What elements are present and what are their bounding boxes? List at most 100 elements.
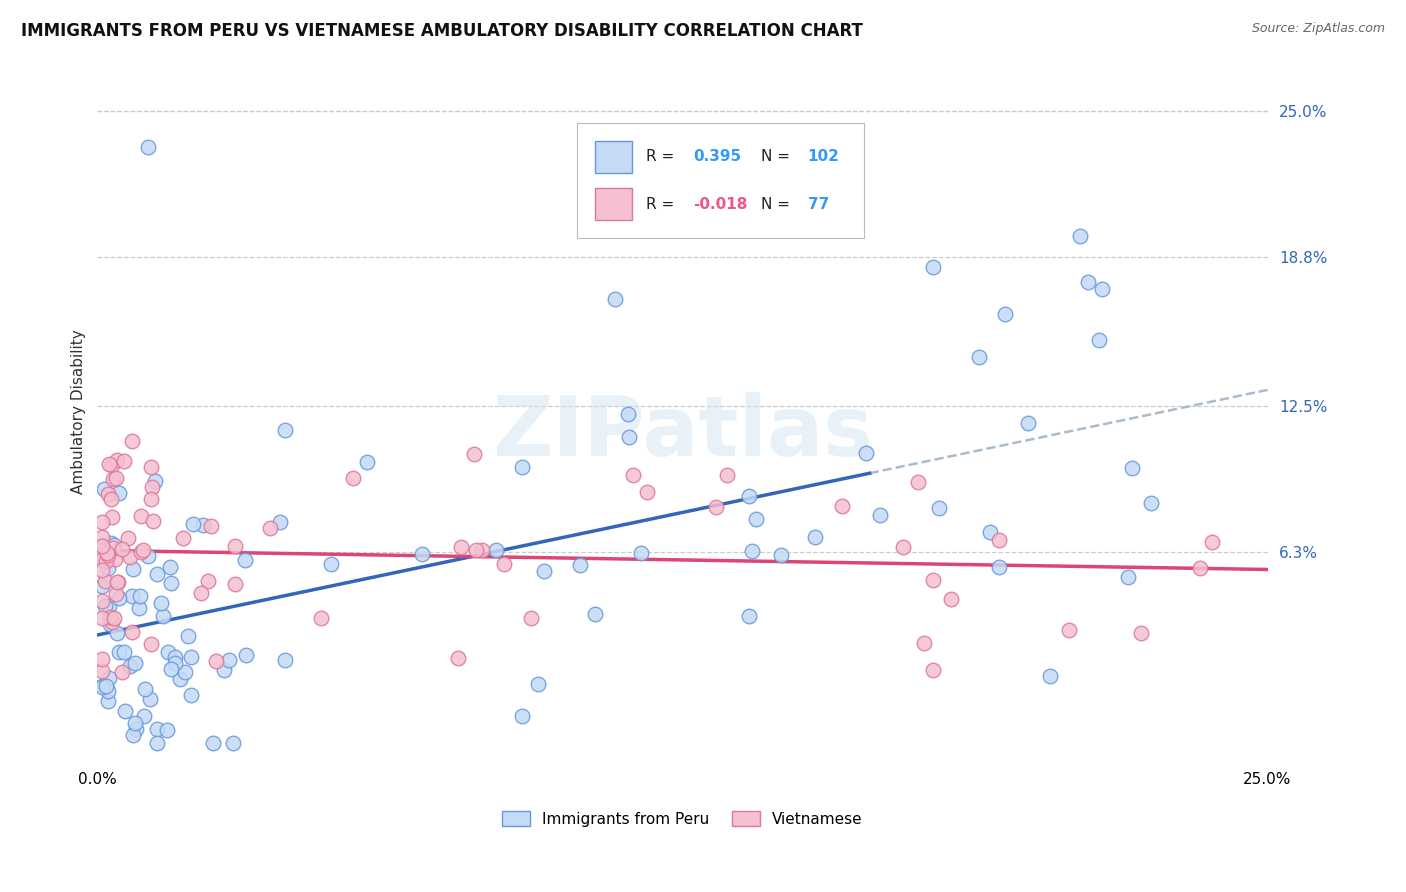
Point bbox=[94, 553, 117, 567]
Point bbox=[180, 650, 202, 665]
Point bbox=[738, 608, 761, 623]
Point bbox=[922, 260, 945, 274]
Point bbox=[988, 560, 1011, 574]
Point bbox=[146, 722, 169, 736]
Point bbox=[1121, 460, 1143, 475]
Point bbox=[91, 679, 114, 693]
Point bbox=[91, 681, 114, 695]
Point bbox=[100, 491, 122, 506]
Point bbox=[91, 539, 114, 553]
Legend: Immigrants from Peru, Vietnamese: Immigrants from Peru, Vietnamese bbox=[496, 805, 869, 833]
Point bbox=[124, 657, 146, 671]
Point bbox=[169, 672, 191, 686]
Point bbox=[103, 611, 125, 625]
Text: R =: R = bbox=[647, 197, 679, 211]
Point bbox=[121, 562, 143, 576]
Text: N =: N = bbox=[761, 149, 794, 164]
Point bbox=[91, 594, 114, 608]
Point bbox=[139, 460, 162, 475]
Point bbox=[93, 482, 115, 496]
Point bbox=[200, 519, 222, 533]
Point bbox=[568, 558, 591, 573]
Point bbox=[704, 500, 727, 514]
Point bbox=[769, 548, 792, 562]
Point bbox=[91, 530, 114, 544]
Point bbox=[190, 586, 212, 600]
Point bbox=[465, 542, 488, 557]
Point bbox=[321, 557, 343, 571]
Point bbox=[446, 651, 468, 665]
Point bbox=[533, 565, 555, 579]
Point bbox=[994, 307, 1017, 321]
Point bbox=[201, 736, 224, 750]
Point bbox=[101, 509, 124, 524]
Point bbox=[510, 459, 533, 474]
Point bbox=[107, 574, 129, 589]
Point bbox=[492, 557, 515, 571]
Point bbox=[141, 480, 163, 494]
Point bbox=[163, 650, 186, 665]
Point bbox=[224, 540, 246, 554]
Point bbox=[1057, 624, 1080, 638]
Point bbox=[583, 607, 606, 621]
Point bbox=[136, 139, 159, 153]
Point bbox=[342, 471, 364, 485]
Point bbox=[831, 500, 853, 514]
Point bbox=[114, 704, 136, 718]
Point bbox=[891, 540, 914, 554]
Point bbox=[97, 694, 120, 708]
Point bbox=[114, 453, 136, 467]
Text: IMMIGRANTS FROM PERU VS VIETNAMESE AMBULATORY DISABILITY CORRELATION CHART: IMMIGRANTS FROM PERU VS VIETNAMESE AMBUL… bbox=[21, 22, 863, 40]
Point bbox=[121, 728, 143, 742]
Point bbox=[101, 541, 124, 555]
Point bbox=[450, 541, 472, 555]
Point bbox=[96, 546, 118, 560]
Point bbox=[91, 579, 114, 593]
Point bbox=[855, 446, 877, 460]
Point bbox=[979, 524, 1001, 539]
Point bbox=[222, 736, 245, 750]
Text: 102: 102 bbox=[807, 149, 839, 164]
Point bbox=[1189, 560, 1212, 574]
Point bbox=[91, 652, 114, 666]
Point bbox=[411, 547, 433, 561]
Point bbox=[356, 455, 378, 469]
Point bbox=[108, 486, 131, 500]
Point bbox=[129, 589, 152, 603]
FancyBboxPatch shape bbox=[595, 141, 633, 173]
Point bbox=[128, 600, 150, 615]
Point bbox=[91, 665, 114, 679]
Point bbox=[197, 574, 219, 588]
Point bbox=[132, 542, 155, 557]
Point bbox=[98, 616, 121, 631]
Point bbox=[91, 563, 114, 577]
Point bbox=[107, 591, 129, 606]
Point bbox=[928, 501, 950, 516]
Point bbox=[143, 475, 166, 489]
Point bbox=[103, 538, 125, 552]
Point bbox=[129, 545, 152, 559]
Point bbox=[107, 645, 129, 659]
Point bbox=[121, 624, 143, 639]
Point bbox=[163, 656, 186, 670]
Point bbox=[101, 615, 124, 629]
Point bbox=[105, 574, 128, 589]
Point bbox=[616, 408, 638, 422]
Point bbox=[172, 531, 194, 545]
Point bbox=[921, 573, 943, 587]
Point bbox=[311, 610, 333, 624]
Point bbox=[636, 484, 658, 499]
Point bbox=[93, 574, 115, 589]
Point bbox=[101, 472, 124, 486]
Point bbox=[139, 492, 162, 507]
Point bbox=[912, 636, 935, 650]
Point bbox=[125, 722, 148, 736]
Point bbox=[1091, 282, 1114, 296]
Point bbox=[716, 468, 738, 483]
Point bbox=[124, 715, 146, 730]
Point bbox=[98, 599, 121, 614]
Point bbox=[101, 458, 124, 472]
Point bbox=[235, 648, 257, 662]
Point bbox=[91, 552, 114, 566]
Point bbox=[121, 589, 143, 603]
